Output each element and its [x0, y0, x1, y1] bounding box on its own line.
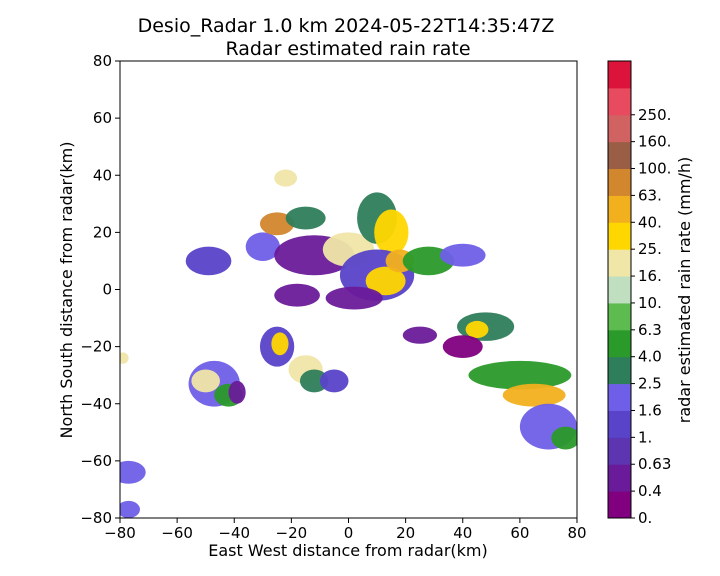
colorbar-segment [608, 222, 631, 250]
echo-region [245, 232, 280, 261]
echo-region [120, 352, 129, 364]
colorbar-tick-label: 0.4 [638, 482, 662, 500]
colorbar-segment [608, 61, 631, 89]
echo-region [374, 209, 409, 256]
echo-region [365, 266, 406, 296]
colorbar-segment [608, 437, 631, 465]
y-tick-label: −80 [80, 509, 112, 527]
x-tick-label: −20 [276, 524, 308, 542]
y-tick-label: 80 [93, 52, 112, 70]
colorbar-segment [608, 410, 631, 438]
echo-region [120, 460, 146, 484]
colorbar-frame [607, 60, 632, 519]
x-tick-label: 40 [453, 524, 472, 542]
colorbar-segment [608, 464, 631, 492]
colorbar: 0. 0.4 0.63 1. 1.6 2.5 4.0 6.3 10. 16. 25. 40. 63. 10… [607, 60, 671, 527]
colorbar-segment [608, 87, 631, 116]
echo-region [325, 286, 383, 310]
colorbar-tick-label: 40. [638, 213, 662, 231]
x-tick-label: 20 [396, 524, 415, 542]
echo-region [502, 383, 566, 407]
colorbar-tick-label: 4.0 [638, 348, 662, 366]
echo-region [319, 369, 349, 393]
x-tick-label: −60 [161, 524, 193, 542]
colorbar-tick-label: 0.63 [638, 455, 671, 473]
echo-region [468, 360, 572, 390]
x-tick-label: −80 [104, 524, 136, 542]
colorbar-segment [608, 356, 631, 385]
y-axis-label: North South distance from radar(km) [57, 142, 76, 439]
colorbar-segment [608, 168, 631, 196]
echo-region [285, 206, 326, 230]
x-axis-label: East West distance from radar(km) [208, 541, 488, 560]
echo-layer [120, 169, 577, 518]
colorbar-segment [608, 249, 631, 277]
echo-region [191, 369, 220, 393]
x-tick-label: 60 [510, 524, 529, 542]
echo-region [228, 380, 246, 404]
echo-region [185, 246, 232, 276]
x-axis: −80 −60 −40 −20 0 20 40 60 80 [104, 518, 587, 542]
echo-region [402, 326, 438, 344]
echo-region [551, 426, 577, 450]
echo-region [299, 369, 329, 393]
plot-area [119, 60, 578, 519]
y-tick-label: 0 [102, 281, 112, 299]
x-tick-label: −40 [218, 524, 250, 542]
colorbar-segment [608, 491, 631, 519]
colorbar-tick-label: 6.3 [638, 321, 662, 339]
echo-region [271, 332, 289, 356]
colorbar-tick-label: 10. [638, 294, 662, 312]
colorbar-tick-label: 250. [638, 106, 671, 124]
echo-region [120, 500, 140, 518]
y-tick-label: −40 [80, 395, 112, 413]
chart-title-line2: Radar estimated rain rate [225, 38, 470, 60]
echo-region [439, 243, 486, 267]
y-tick-label: −60 [80, 452, 112, 470]
y-tick-label: 40 [93, 166, 112, 184]
y-tick-label: 20 [93, 223, 112, 241]
colorbar-tick-label: 25. [638, 240, 662, 258]
y-tick-label: 60 [93, 109, 112, 127]
colorbar-tick-label: 63. [638, 186, 662, 204]
colorbar-tick-label: 1. [638, 428, 652, 446]
colorbar-segment [608, 114, 631, 143]
echo-region [465, 320, 489, 339]
echo-region [274, 283, 320, 307]
echo-region [274, 169, 298, 187]
colorbar-segment [608, 195, 631, 223]
colorbar-tick-label: 16. [638, 267, 662, 285]
colorbar-segment [608, 276, 631, 304]
colorbar-label: radar estimated rain rate (mm/h) [675, 157, 694, 423]
echo-region [442, 335, 483, 359]
colorbar-segment [608, 141, 631, 170]
colorbar-segment [608, 302, 631, 331]
y-tick-label: −20 [80, 338, 112, 356]
colorbar-tick-label: 0. [638, 509, 652, 527]
colorbar-tick-label: 160. [638, 133, 671, 151]
colorbar-segment [608, 383, 631, 411]
y-axis: −80 −60 −40 −20 0 20 40 60 80 [80, 52, 120, 527]
colorbar-tick-label: 2.5 [638, 375, 662, 393]
chart-title-line1: Desio_Radar 1.0 km 2024-05-22T14:35:47Z [138, 15, 555, 37]
x-tick-label: 0 [344, 524, 354, 542]
colorbar-segment [608, 329, 631, 358]
colorbar-tick-label: 100. [638, 160, 671, 178]
x-tick-label: 80 [567, 524, 586, 542]
colorbar-tick-label: 1.6 [638, 401, 662, 419]
echo-region [259, 212, 295, 236]
